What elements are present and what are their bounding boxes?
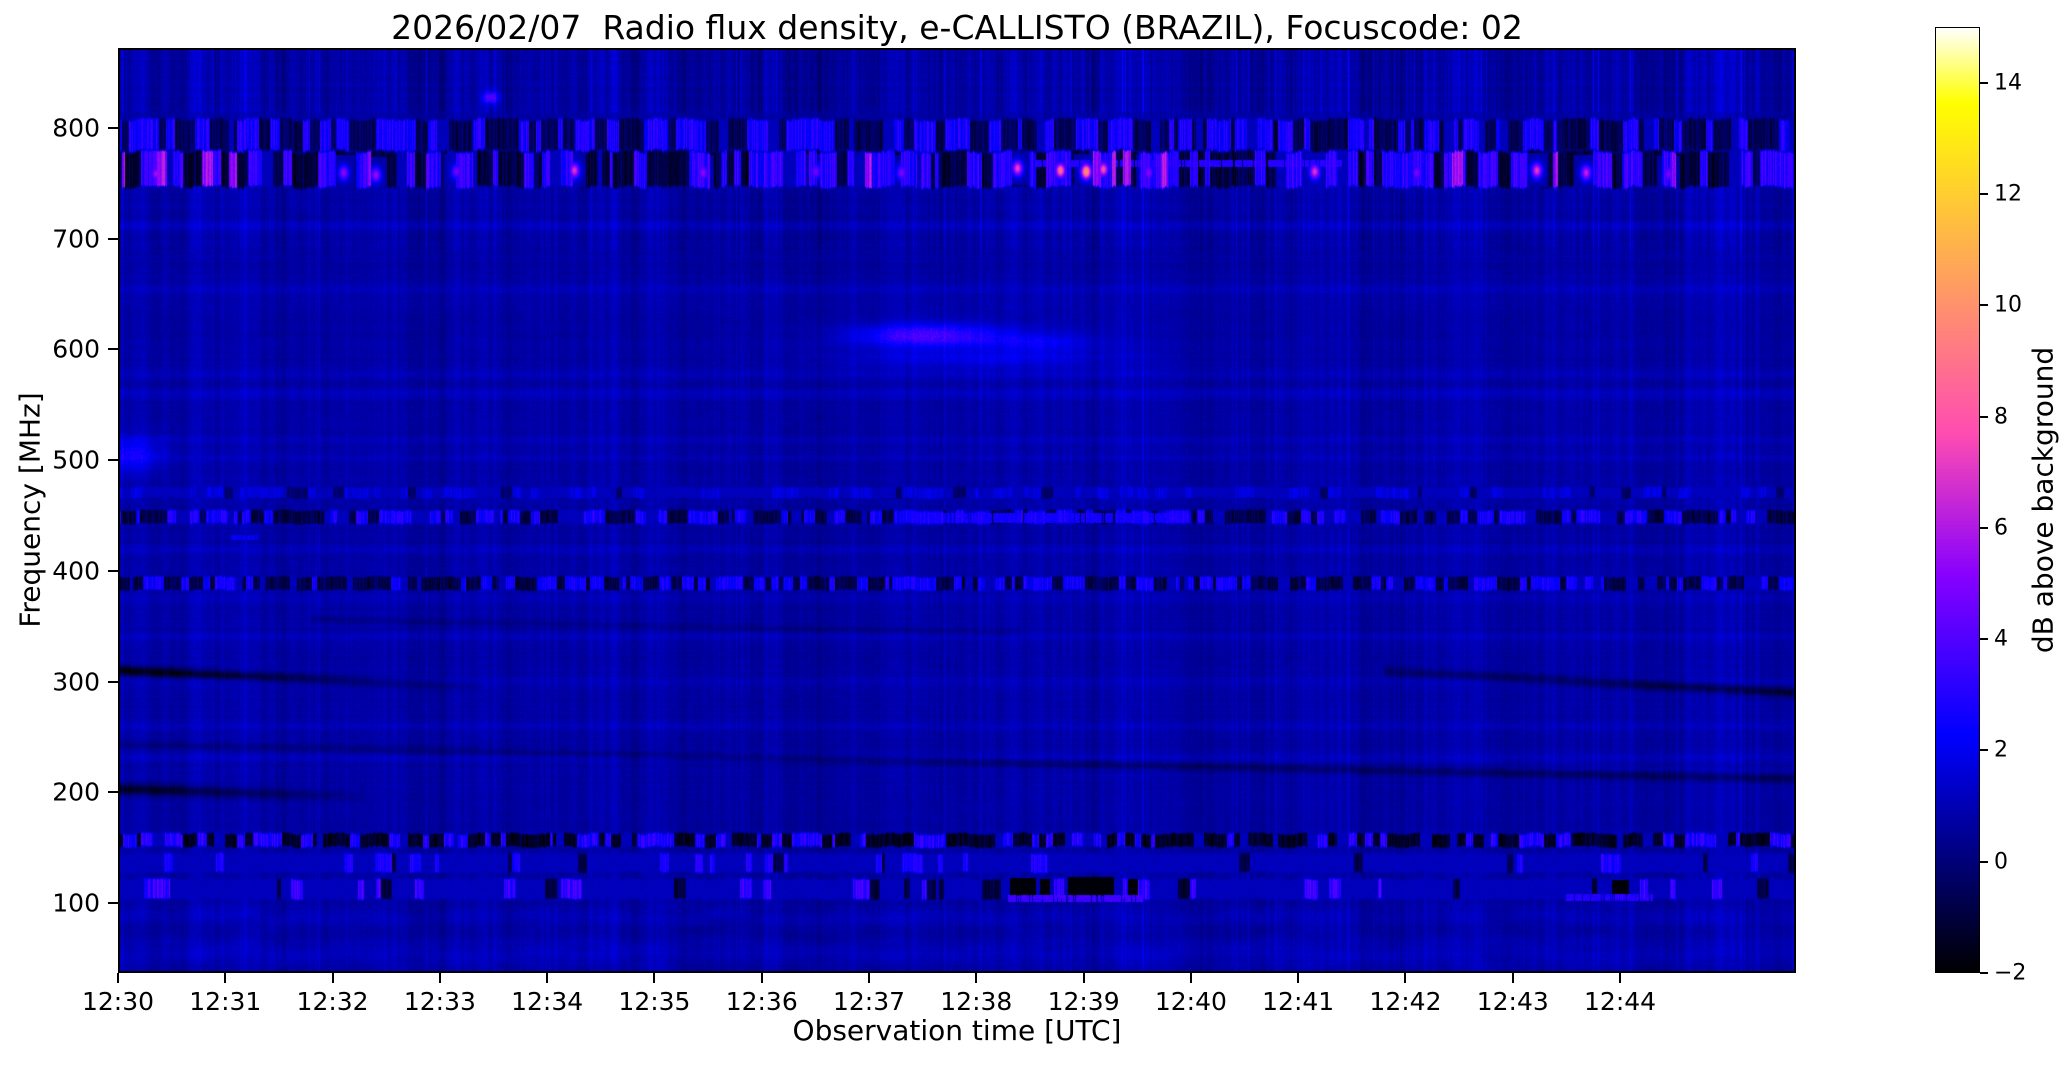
x-tick-label: 12:33 xyxy=(403,987,476,1016)
y-axis-label: Frequency [MHz] xyxy=(13,392,47,628)
colorbar-tick-mark xyxy=(1980,860,1988,863)
colorbar-tick-label: 0 xyxy=(1994,849,2008,875)
colorbar-tick-mark xyxy=(1980,638,1988,641)
x-tick-label: 12:31 xyxy=(189,987,262,1016)
x-tick-mark xyxy=(1082,973,1085,983)
x-tick-mark xyxy=(117,973,119,983)
x-tick-label: 12:44 xyxy=(1584,987,1657,1016)
x-tick-label: 12:30 xyxy=(81,987,155,1016)
colorbar-tick-mark xyxy=(1980,526,1988,529)
x-tick-label: 12:34 xyxy=(511,987,584,1016)
colorbar-tick-label: 6 xyxy=(1994,515,2008,541)
spectrogram-canvas xyxy=(118,48,1796,973)
y-tick-mark xyxy=(108,459,118,462)
x-tick-mark xyxy=(1404,973,1407,983)
y-tick-label: 700 xyxy=(52,224,100,254)
x-tick-label: 12:35 xyxy=(618,987,691,1016)
x-tick-mark xyxy=(438,973,441,983)
colorbar-tick-label: 10 xyxy=(1994,292,2022,318)
y-tick-label: 100 xyxy=(52,888,100,918)
y-tick-mark xyxy=(108,237,118,240)
x-tick-mark xyxy=(975,973,978,983)
y-tick-label: 200 xyxy=(52,777,100,807)
x-tick-mark xyxy=(1297,973,1300,983)
x-tick-mark xyxy=(546,973,549,983)
colorbar-tick-mark xyxy=(1980,415,1988,418)
y-tick-label: 300 xyxy=(52,667,100,697)
colorbar-border xyxy=(1935,27,1980,973)
x-tick-label: 12:36 xyxy=(725,987,798,1016)
colorbar-tick-mark xyxy=(1980,192,1988,195)
colorbar-tick-mark xyxy=(1980,972,1988,974)
y-tick-label: 400 xyxy=(52,556,100,586)
y-tick-label: 600 xyxy=(52,334,100,364)
colorbar-tick-label: 12 xyxy=(1994,181,2022,207)
x-tick-label: 12:37 xyxy=(832,987,906,1016)
colorbar-tick-mark xyxy=(1980,749,1988,752)
x-tick-mark xyxy=(331,973,334,983)
y-tick-mark xyxy=(108,127,118,129)
y-tick-mark xyxy=(108,680,118,683)
y-tick-mark xyxy=(108,901,118,904)
chart-title: 2026/02/07 Radio flux density, e-CALLIST… xyxy=(391,8,1523,47)
colorbar-tick-label: 8 xyxy=(1994,404,2008,430)
x-tick-label: 12:41 xyxy=(1262,987,1335,1016)
y-tick-mark xyxy=(108,791,118,794)
x-tick-mark xyxy=(760,973,763,983)
y-tick-label: 800 xyxy=(52,113,100,143)
x-tick-mark xyxy=(653,973,656,983)
x-tick-label: 12:39 xyxy=(1047,987,1120,1016)
colorbar-tick-mark xyxy=(1980,81,1988,84)
y-tick-mark xyxy=(108,348,118,351)
x-tick-label: 12:32 xyxy=(296,987,369,1016)
x-axis-label: Observation time [UTC] xyxy=(792,1014,1122,1047)
x-tick-mark xyxy=(868,973,871,983)
y-tick-label: 500 xyxy=(52,445,100,475)
colorbar-tick-label: 4 xyxy=(1994,626,2008,652)
x-tick-label: 12:38 xyxy=(940,987,1013,1016)
colorbar-tick-label: −2 xyxy=(1994,960,2027,986)
colorbar-tick-label: 14 xyxy=(1994,70,2022,96)
x-tick-label: 12:43 xyxy=(1476,987,1549,1016)
colorbar-tick-label: 2 xyxy=(1994,737,2008,763)
x-tick-label: 12:40 xyxy=(1154,987,1227,1016)
colorbar-label: dB above background xyxy=(2026,346,2060,654)
x-tick-mark xyxy=(1619,973,1622,983)
colorbar-canvas xyxy=(1935,27,1980,973)
x-tick-mark xyxy=(1511,973,1514,983)
colorbar-tick-mark xyxy=(1980,304,1988,307)
y-tick-mark xyxy=(108,569,118,572)
x-tick-mark xyxy=(224,973,227,983)
x-tick-label: 12:42 xyxy=(1369,987,1442,1016)
x-tick-mark xyxy=(1189,973,1192,983)
